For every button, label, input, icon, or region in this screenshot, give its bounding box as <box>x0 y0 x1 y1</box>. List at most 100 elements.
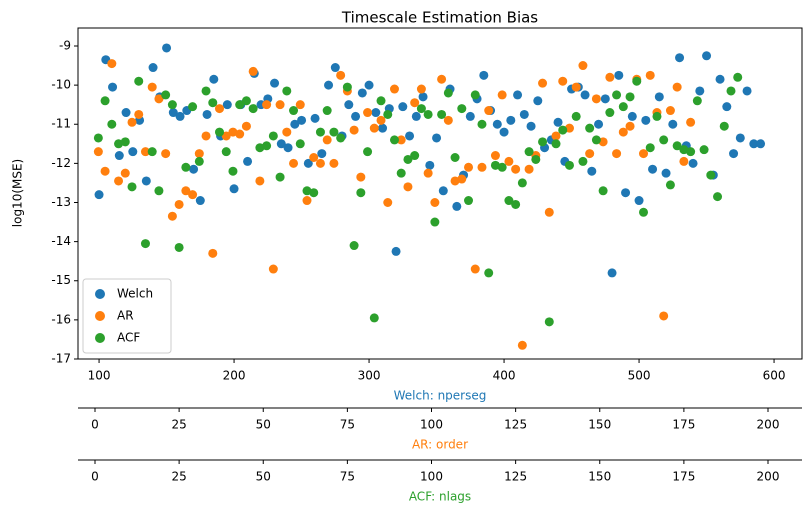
point <box>695 86 705 96</box>
legend-label: Welch <box>117 287 153 301</box>
point <box>587 166 597 176</box>
point <box>208 98 218 108</box>
point <box>430 197 440 207</box>
point <box>120 168 130 178</box>
point <box>403 182 413 192</box>
point <box>194 149 204 159</box>
point <box>141 176 151 186</box>
point <box>175 111 185 121</box>
point <box>544 317 554 327</box>
point <box>612 149 622 159</box>
point <box>645 70 655 80</box>
point <box>443 115 453 125</box>
point <box>524 164 534 174</box>
point <box>621 188 631 198</box>
point <box>221 147 231 157</box>
point <box>181 186 191 196</box>
point <box>127 117 137 127</box>
y-tick-label: -14 <box>51 234 71 248</box>
point <box>625 92 635 102</box>
point <box>464 162 474 172</box>
point <box>363 108 373 118</box>
point <box>336 70 346 80</box>
point <box>195 196 205 206</box>
x-tick-label: 175 <box>672 470 695 484</box>
point <box>706 170 716 180</box>
point <box>405 131 415 141</box>
point <box>465 111 475 121</box>
point <box>243 156 253 166</box>
point <box>389 135 399 145</box>
point <box>248 104 258 114</box>
point <box>692 96 702 106</box>
x-tick-label: 50 <box>256 418 271 432</box>
point <box>479 70 489 80</box>
point <box>108 82 118 92</box>
point <box>329 127 339 137</box>
legend-marker <box>95 333 105 343</box>
point <box>605 108 615 118</box>
point <box>174 199 184 209</box>
point <box>517 178 527 188</box>
point <box>194 156 204 166</box>
point <box>283 143 293 153</box>
point <box>437 109 447 119</box>
point <box>317 149 327 159</box>
x-axis-label: Welch: nperseg <box>394 389 487 403</box>
x-tick-label: 175 <box>672 418 695 432</box>
point <box>189 164 199 174</box>
point <box>128 147 138 157</box>
point <box>722 102 732 112</box>
point <box>457 104 467 114</box>
point <box>322 135 332 145</box>
point <box>715 74 725 84</box>
point <box>618 127 628 137</box>
point <box>363 147 373 157</box>
point <box>661 168 671 178</box>
point <box>423 168 433 178</box>
point <box>378 123 388 133</box>
point <box>100 166 110 176</box>
point <box>416 84 426 94</box>
point <box>201 131 211 141</box>
point <box>652 111 662 121</box>
point <box>627 111 637 121</box>
point <box>282 86 292 96</box>
point <box>726 86 736 96</box>
point <box>268 131 278 141</box>
chart-title: Timescale Estimation Bias <box>341 9 538 27</box>
point <box>147 82 157 92</box>
point <box>648 164 658 174</box>
point <box>614 70 624 80</box>
legend-box <box>82 278 172 354</box>
point <box>517 340 527 350</box>
point <box>600 94 610 104</box>
point <box>526 121 536 131</box>
point <box>672 82 682 92</box>
point <box>665 106 675 116</box>
point <box>383 197 393 207</box>
legend-label: AR <box>117 309 134 323</box>
point <box>188 102 198 112</box>
point <box>369 313 379 323</box>
point <box>315 127 325 137</box>
point <box>168 108 178 118</box>
point <box>127 182 137 192</box>
x-tick-label: 200 <box>223 369 246 383</box>
point <box>295 139 305 149</box>
point <box>297 115 307 125</box>
point <box>349 241 359 251</box>
x-tick-label: 25 <box>171 470 186 484</box>
point <box>553 117 563 127</box>
point <box>268 264 278 274</box>
point <box>452 201 462 211</box>
point <box>329 158 339 168</box>
point <box>416 104 426 114</box>
x-tick-label: 0 <box>91 418 99 432</box>
point <box>215 104 225 114</box>
x-tick-label: 125 <box>504 470 527 484</box>
point <box>492 119 502 129</box>
point <box>290 119 300 129</box>
